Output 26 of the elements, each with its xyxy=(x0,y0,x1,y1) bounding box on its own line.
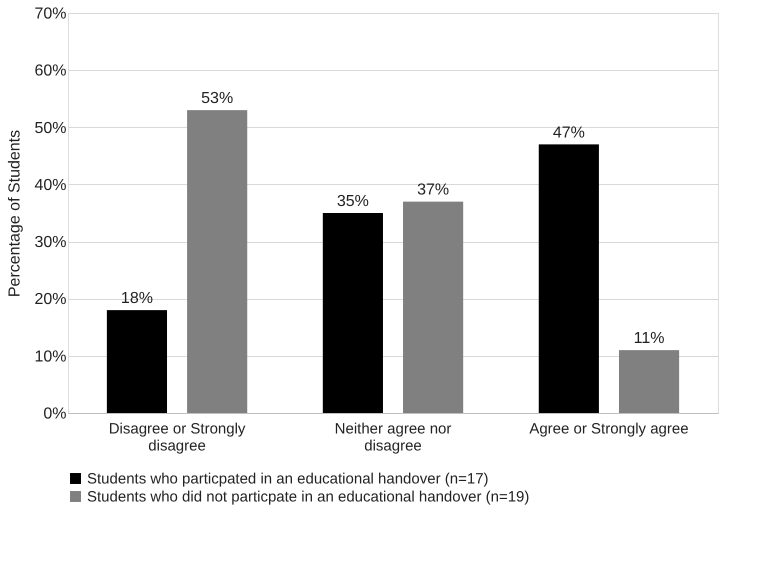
legend-label: Students who did not particpate in an educational handover (n=19) xyxy=(87,488,530,506)
data-label: 53% xyxy=(201,90,234,108)
y-tick-label: 0% xyxy=(43,406,66,422)
data-label: 37% xyxy=(417,182,450,199)
bar xyxy=(187,110,248,413)
x-tick-label: Agree or Strongly agree xyxy=(529,420,689,438)
data-label: 18% xyxy=(120,290,153,308)
x-tick-label: Disagree or Strongly disagree xyxy=(108,420,246,454)
bar xyxy=(106,310,168,413)
data-label: 47% xyxy=(552,124,585,142)
y-axis-title: Percentage of Students xyxy=(6,130,24,298)
y-tick-label: 60% xyxy=(34,62,66,80)
bar xyxy=(322,213,383,413)
y-tick-label: 20% xyxy=(34,291,66,308)
y-tick-label: 70% xyxy=(34,6,66,22)
y-tick-label: 30% xyxy=(34,234,66,252)
y-tick-label: 50% xyxy=(34,120,66,137)
legend-label: Students who particpated in an educational handover (n=17) xyxy=(87,470,489,488)
data-label: 35% xyxy=(336,193,369,210)
bar xyxy=(403,202,464,413)
data-label: 11% xyxy=(634,330,664,348)
y-tick-label: 10% xyxy=(34,348,66,366)
bar xyxy=(538,144,599,413)
y-tick-label: 40% xyxy=(34,176,66,194)
x-tick-label: Neither agree nor disagree xyxy=(334,420,452,454)
bar xyxy=(618,350,680,413)
